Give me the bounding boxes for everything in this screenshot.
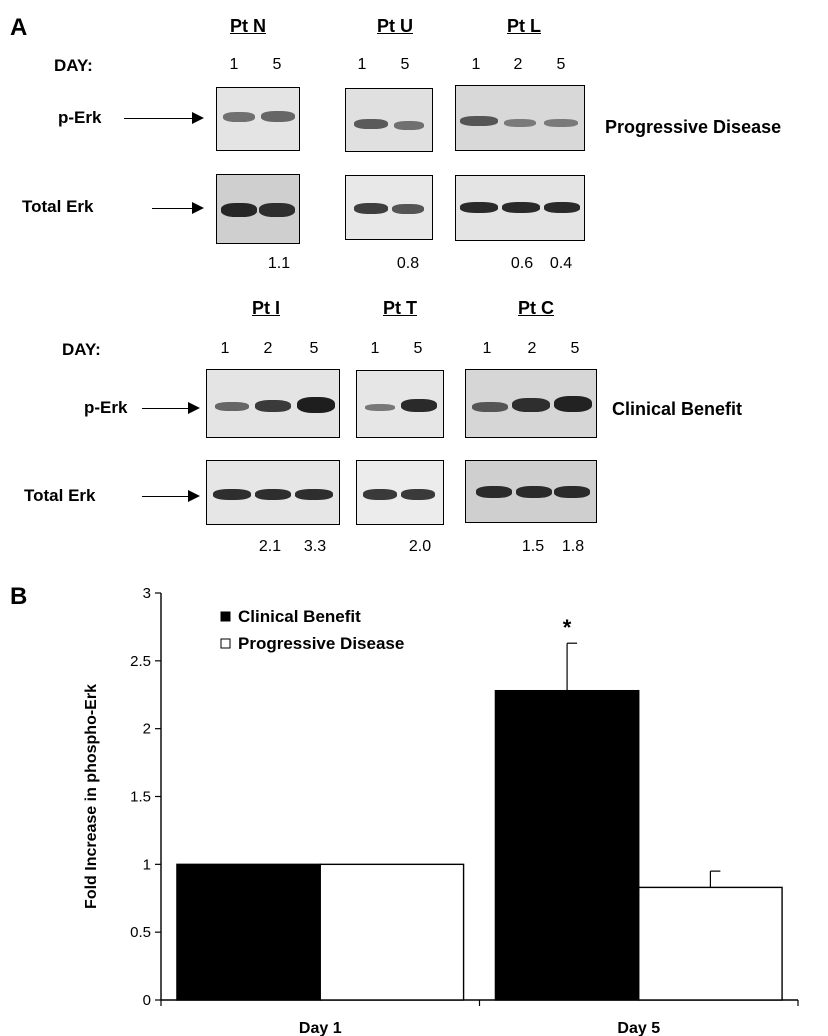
ratio-value: 0.6 <box>510 255 534 272</box>
legend-swatch <box>220 611 231 622</box>
lane-day: 5 <box>272 56 282 73</box>
y-tick-label: 0.5 <box>130 924 151 941</box>
y-tick-label: 1.5 <box>130 789 151 806</box>
bar <box>319 863 465 1001</box>
bar <box>176 863 321 1001</box>
ratio-value: 1.8 <box>561 538 585 555</box>
pt-t-name: Pt T <box>383 298 417 318</box>
lane-day: 1 <box>220 340 230 357</box>
lane-day: 5 <box>309 340 319 357</box>
blot-pt-i-perk <box>206 369 340 438</box>
y-tick-label: 1 <box>143 856 151 873</box>
y-tick-label: 2.5 <box>130 653 151 670</box>
perk-label-top: p-Erk <box>58 108 102 127</box>
lane-day: 1 <box>471 56 481 73</box>
ratio-value: 1.5 <box>521 538 545 555</box>
lane-day: 5 <box>556 56 566 73</box>
blot-pt-l-total <box>455 175 585 241</box>
lane-day: 5 <box>570 340 580 357</box>
lane-day: 1 <box>482 340 492 357</box>
blot-pt-c-total <box>465 460 597 523</box>
day-label-top: DAY: <box>54 56 93 75</box>
panel-b-letter: B <box>10 583 28 610</box>
ratio-value: 2.0 <box>408 538 432 555</box>
blot-pt-t-total <box>356 460 444 525</box>
pt-c-name: Pt C <box>518 298 554 318</box>
ratio-value: 0.4 <box>549 255 573 272</box>
blot-pt-t-perk <box>356 370 444 438</box>
pt-i-name: Pt I <box>251 298 280 318</box>
total-erk-label-bottom: Total Erk <box>24 486 96 505</box>
y-tick-label: 0 <box>143 992 151 1009</box>
clinical-benefit-label: Clinical Benefit <box>612 399 743 419</box>
blot-pt-u-perk <box>345 88 433 152</box>
blot-pt-c-perk <box>465 369 597 438</box>
bar <box>494 689 640 1001</box>
significance-marker: * <box>563 615 572 640</box>
blot-pt-u-total <box>345 175 433 240</box>
ratio-value: 2.1 <box>258 538 282 555</box>
lane-day: 1 <box>357 56 367 73</box>
legend-label: Progressive Disease <box>238 634 404 653</box>
panel-a-letter: A <box>10 14 28 41</box>
lane-day: 1 <box>229 56 239 73</box>
blot-pt-n-perk <box>216 87 300 151</box>
blot-pt-l-perk <box>455 85 585 151</box>
pt-u-name: Pt U <box>377 16 413 36</box>
arrow-icon <box>142 402 200 414</box>
legend-label: Clinical Benefit <box>238 607 361 626</box>
day-label-bottom: DAY: <box>62 340 101 359</box>
pt-l-name: Pt L <box>507 16 541 36</box>
legend-swatch <box>220 638 231 649</box>
blot-pt-n-total <box>216 174 300 244</box>
lane-day: 1 <box>370 340 380 357</box>
ratio-value: 0.8 <box>396 255 420 272</box>
x-tick-label: Day 5 <box>617 1020 660 1036</box>
lane-day: 2 <box>527 340 537 357</box>
y-tick-label: 2 <box>143 721 151 738</box>
arrow-icon <box>142 490 200 502</box>
pt-n-name: Pt N <box>230 16 266 36</box>
total-erk-label-top: Total Erk <box>22 197 94 216</box>
y-axis-label: Fold Increase in phospho-Erk <box>83 684 100 909</box>
lane-day: 5 <box>413 340 423 357</box>
lane-day: 5 <box>400 56 410 73</box>
arrow-icon <box>124 112 204 124</box>
arrow-icon <box>152 202 204 214</box>
ratio-value: 3.3 <box>303 538 327 555</box>
x-tick-label: Day 1 <box>299 1020 342 1036</box>
lane-day: 2 <box>263 340 273 357</box>
lane-day: 2 <box>513 56 523 73</box>
bar <box>638 886 783 1001</box>
blot-pt-i-total <box>206 460 340 525</box>
ratio-value: 1.1 <box>267 255 291 272</box>
perk-label-bottom: p-Erk <box>84 398 128 417</box>
y-tick-label: 3 <box>143 585 151 602</box>
progressive-disease-label: Progressive Disease <box>605 117 782 137</box>
